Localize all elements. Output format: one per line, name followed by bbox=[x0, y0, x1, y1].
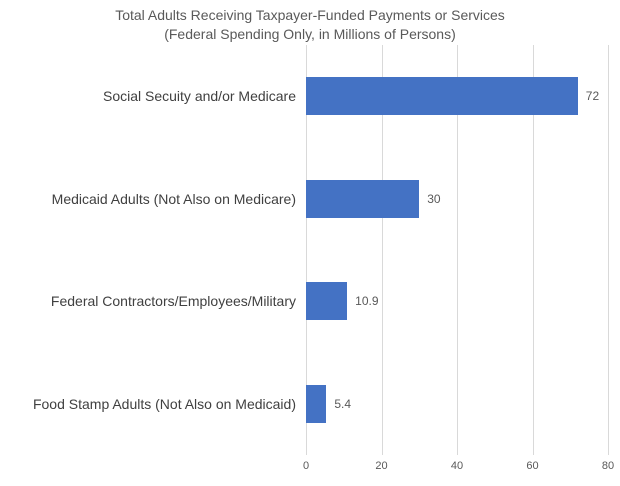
x-tick-label: 40 bbox=[450, 460, 464, 472]
bar-value-label: 10.9 bbox=[355, 294, 379, 309]
gridline bbox=[532, 45, 534, 455]
bar-value-label: 30 bbox=[427, 191, 441, 206]
gridline bbox=[457, 45, 458, 455]
x-tick-label: 60 bbox=[526, 460, 539, 472]
chart-title-area: Total Adults Receiving Taxpayer-Funded P… bbox=[0, 6, 620, 44]
bar bbox=[306, 77, 578, 116]
category-label: Social Secuity and/or Medicare bbox=[103, 88, 296, 105]
bar bbox=[306, 282, 348, 321]
bar-value-label: 72 bbox=[585, 89, 600, 104]
chart-subtitle: (Federal Spending Only, in Millions of P… bbox=[164, 26, 456, 42]
category-label: Federal Contractors/Employees/Military bbox=[50, 293, 296, 310]
gridline bbox=[608, 45, 609, 455]
x-tick-label: 20 bbox=[375, 460, 388, 472]
category-label: Food Stamp Adults (Not Also on Medicaid) bbox=[32, 395, 296, 412]
bar bbox=[306, 384, 327, 423]
plot-area: 72 30 10.9 5.4 bbox=[306, 45, 609, 455]
x-tick-label: 80 bbox=[601, 460, 615, 472]
gridline bbox=[381, 45, 383, 455]
bar bbox=[306, 179, 420, 218]
chart-title: Total Adults Receiving Taxpayer-Funded P… bbox=[115, 7, 505, 23]
category-label: Medicaid Adults (Not Also on Medicare) bbox=[51, 190, 296, 207]
bar-value-label: 5.4 bbox=[334, 396, 352, 411]
x-tick-label: 0 bbox=[302, 460, 310, 472]
gridline bbox=[306, 45, 307, 455]
